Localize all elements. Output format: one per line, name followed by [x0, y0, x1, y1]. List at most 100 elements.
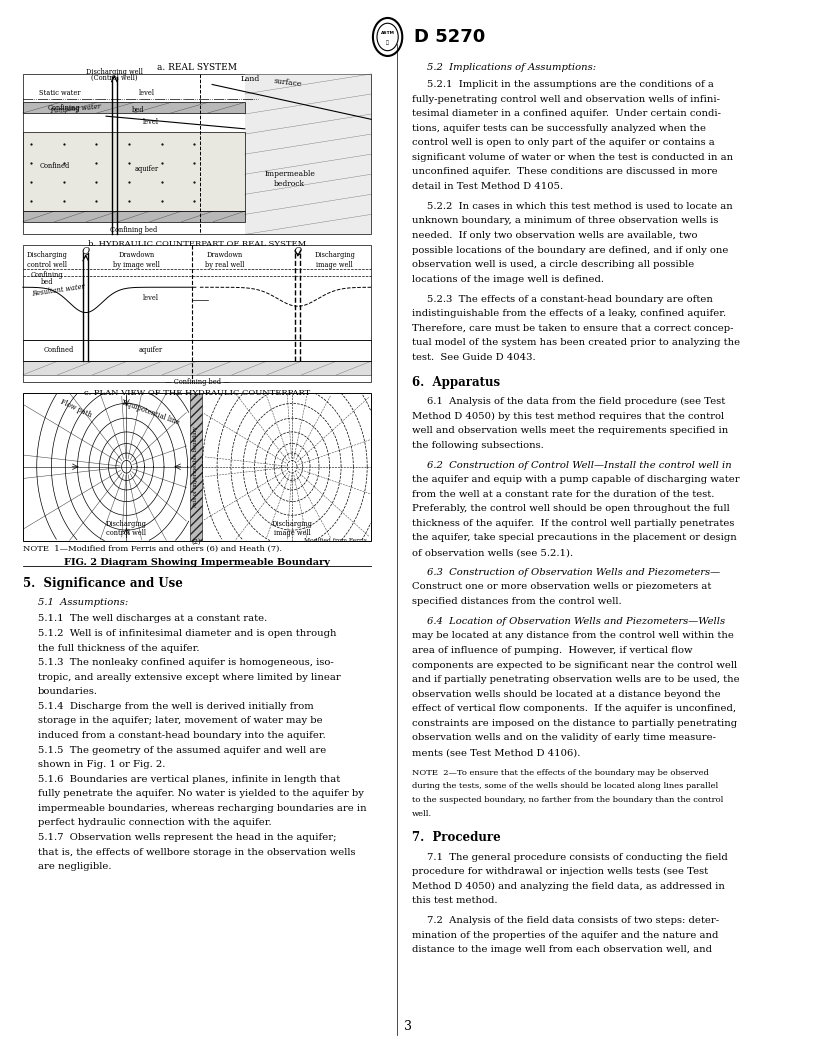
Text: 5.2.3  The effects of a constant-head boundary are often: 5.2.3 The effects of a constant-head bou… [427, 295, 712, 304]
Text: (Control well): (Control well) [91, 74, 137, 82]
Text: of observation wells (see 5.2.1).: of observation wells (see 5.2.1). [412, 548, 573, 558]
Text: ments (see Test Method D 4106).: ments (see Test Method D 4106). [412, 748, 580, 757]
Text: well.: well. [412, 810, 432, 817]
Text: Discharging well: Discharging well [86, 68, 143, 76]
Text: b. HYDRAULIC COUNTERPART OF REAL SYSTEM: b. HYDRAULIC COUNTERPART OF REAL SYSTEM [88, 240, 306, 248]
Text: constraints are imposed on the distance to partially penetrating: constraints are imposed on the distance … [412, 719, 737, 728]
Text: 7.1  The general procedure consists of conducting the field: 7.1 The general procedure consists of co… [427, 852, 728, 862]
Text: Modified from Ferris: Modified from Ferris [304, 538, 367, 543]
Text: detail in Test Method D 4105.: detail in Test Method D 4105. [412, 182, 563, 191]
Text: Impermeable: Impermeable [264, 170, 315, 178]
Text: unconfined aquifer.  These conditions are discussed in more: unconfined aquifer. These conditions are… [412, 168, 718, 176]
Text: Discharging
image well: Discharging image well [314, 251, 355, 268]
Text: tropic, and areally extensive except where limited by linear: tropic, and areally extensive except whe… [38, 673, 340, 682]
Text: 6.2  Construction of Control Well—Install the control well in: 6.2 Construction of Control Well—Install… [427, 460, 731, 470]
Text: bed: bed [132, 106, 144, 114]
Text: c. PLAN VIEW OF THE HYDRAULIC COUNTERPART: c. PLAN VIEW OF THE HYDRAULIC COUNTERPAR… [84, 389, 310, 397]
Text: from the well at a constant rate for the duration of the test.: from the well at a constant rate for the… [412, 490, 715, 498]
Text: level: level [139, 89, 155, 97]
Text: Flow path: Flow path [59, 398, 93, 419]
Text: to the suspected boundary, no farther from the boundary than the control: to the suspected boundary, no farther fr… [412, 796, 724, 804]
Text: Confined: Confined [39, 162, 69, 170]
Text: this test method.: this test method. [412, 897, 498, 905]
Text: 5.1.3  The nonleaky confined aquifer is homogeneous, iso-: 5.1.3 The nonleaky confined aquifer is h… [38, 658, 333, 667]
Text: Method D 4050) by this test method requires that the control: Method D 4050) by this test method requi… [412, 412, 725, 420]
Text: fully-penetrating control well and observation wells of infini-: fully-penetrating control well and obser… [412, 95, 720, 103]
Text: aquifer: aquifer [135, 165, 159, 173]
Text: Confined: Confined [43, 345, 74, 354]
Text: area of influence of pumping.  However, if vertical flow: area of influence of pumping. However, i… [412, 646, 693, 655]
Text: impermeable boundaries, whereas recharging boundaries are in: impermeable boundaries, whereas rechargi… [38, 804, 366, 813]
Text: mination of the properties of the aquifer and the nature and: mination of the properties of the aquife… [412, 930, 718, 940]
Text: NOTE  1—Modified from Ferris and others (6) and Heath (7).: NOTE 1—Modified from Ferris and others (… [23, 545, 282, 553]
Text: bedrock: bedrock [274, 180, 305, 188]
Text: Axis of impermeable boundary: Axis of impermeable boundary [193, 426, 198, 508]
Text: Construct one or more observation wells or piezometers at: Construct one or more observation wells … [412, 583, 712, 591]
Bar [23, 132, 245, 211]
Text: 5.1.5  The geometry of the assumed aquifer and well are: 5.1.5 The geometry of the assumed aquife… [38, 746, 326, 755]
Text: shown in Fig. 1 or Fig. 2.: shown in Fig. 1 or Fig. 2. [38, 760, 165, 769]
Text: fully penetrate the aquifer. No water is yielded to the aquifer by: fully penetrate the aquifer. No water is… [38, 789, 363, 798]
Text: bed: bed [41, 278, 54, 286]
Text: Confining bed: Confining bed [110, 226, 157, 234]
Text: observation wells should be located at a distance beyond the: observation wells should be located at a… [412, 690, 721, 699]
Text: specified distances from the control well.: specified distances from the control wel… [412, 597, 622, 606]
Text: procedure for withdrawal or injection wells tests (see Test: procedure for withdrawal or injection we… [412, 867, 708, 876]
Text: (2): (2) [191, 538, 201, 546]
Text: 5.1.4  Discharge from the well is derived initially from: 5.1.4 Discharge from the well is derived… [38, 702, 313, 711]
Text: observation wells and on the validity of early time measure-: observation wells and on the validity of… [412, 734, 716, 742]
Bar [23, 211, 245, 222]
Text: 5.2  Implications of Assumptions:: 5.2 Implications of Assumptions: [427, 63, 596, 73]
Text: 6.  Apparatus: 6. Apparatus [412, 376, 500, 389]
Text: the following subsections.: the following subsections. [412, 440, 543, 450]
Text: observation well is used, a circle describing all possible: observation well is used, a circle descr… [412, 260, 694, 269]
Text: test.  See Guide D 4043.: test. See Guide D 4043. [412, 353, 536, 362]
Text: 7.2  Analysis of the field data consists of two steps: deter-: 7.2 Analysis of the field data consists … [427, 917, 719, 925]
Text: 5.1.6  Boundaries are vertical planes, infinite in length that: 5.1.6 Boundaries are vertical planes, in… [38, 775, 339, 784]
Text: boundaries.: boundaries. [38, 687, 98, 696]
Text: possible locations of the boundary are defined, and if only one: possible locations of the boundary are d… [412, 246, 729, 254]
Text: during the tests, some of the wells should be located along lines parallel: during the tests, some of the wells shou… [412, 782, 718, 791]
Text: tesimal diameter in a confined aquifer.  Under certain condi-: tesimal diameter in a confined aquifer. … [412, 109, 721, 118]
Text: and if partially penetrating observation wells are to be used, the: and if partially penetrating observation… [412, 675, 740, 684]
Text: Therefore, care must be taken to ensure that a correct concep-: Therefore, care must be taken to ensure … [412, 324, 734, 333]
Text: 5.  Significance and Use: 5. Significance and Use [23, 577, 183, 589]
Text: level: level [143, 294, 159, 302]
Bar [23, 74, 371, 234]
Text: Discharging
control well: Discharging control well [27, 251, 68, 268]
Text: induced from a constant-head boundary into the aquifer.: induced from a constant-head boundary in… [38, 731, 326, 740]
Text: Ⓜ: Ⓜ [386, 40, 389, 44]
Bar [245, 74, 371, 234]
Bar [23, 340, 371, 361]
Text: Static water: Static water [39, 89, 81, 97]
Bar [23, 245, 371, 382]
Text: Confining: Confining [47, 103, 80, 112]
Text: 7.  Procedure: 7. Procedure [412, 831, 501, 845]
Text: 5.2.2  In cases in which this test method is used to locate an: 5.2.2 In cases in which this test method… [427, 202, 733, 211]
Text: Resultant water: Resultant water [31, 283, 85, 299]
Text: D 5270: D 5270 [414, 27, 485, 46]
Text: Drawdown
by image well: Drawdown by image well [113, 251, 160, 268]
Text: Land: Land [241, 75, 260, 83]
Text: tual model of the system has been created prior to analyzing the: tual model of the system has been create… [412, 338, 740, 347]
Text: significant volume of water or when the test is conducted in an: significant volume of water or when the … [412, 153, 734, 162]
Bar [190, 393, 202, 541]
Text: tions, aquifer tests can be successfully analyzed when the: tions, aquifer tests can be successfully… [412, 124, 706, 133]
Bar [23, 102, 245, 113]
Text: unknown boundary, a minimum of three observation wells is: unknown boundary, a minimum of three obs… [412, 216, 718, 226]
Text: locations of the image well is defined.: locations of the image well is defined. [412, 275, 604, 284]
Text: 5.1.7  Observation wells represent the head in the aquifer;: 5.1.7 Observation wells represent the he… [38, 833, 336, 842]
Text: — Confining bed —: — Confining bed — [165, 378, 229, 386]
Text: effect of vertical flow components.  If the aquifer is unconfined,: effect of vertical flow components. If t… [412, 704, 736, 714]
Text: 5.2.1  Implicit in the assumptions are the conditions of a: 5.2.1 Implicit in the assumptions are th… [427, 80, 714, 89]
Text: distance to the image well from each observation well, and: distance to the image well from each obs… [412, 945, 712, 955]
Bar [23, 361, 371, 375]
Bar [23, 393, 371, 541]
Text: perfect hydraulic connection with the aquifer.: perfect hydraulic connection with the aq… [38, 818, 271, 828]
Text: Q: Q [82, 246, 90, 256]
Text: Discharging
control well: Discharging control well [106, 520, 147, 536]
Text: are negligible.: are negligible. [38, 862, 111, 871]
Text: may be located at any distance from the control well within the: may be located at any distance from the … [412, 631, 734, 641]
Text: the aquifer and equip with a pump capable of discharging water: the aquifer and equip with a pump capabl… [412, 475, 740, 485]
Text: 5.1.2  Well is of infinitesimal diameter and is open through: 5.1.2 Well is of infinitesimal diameter … [38, 629, 336, 638]
